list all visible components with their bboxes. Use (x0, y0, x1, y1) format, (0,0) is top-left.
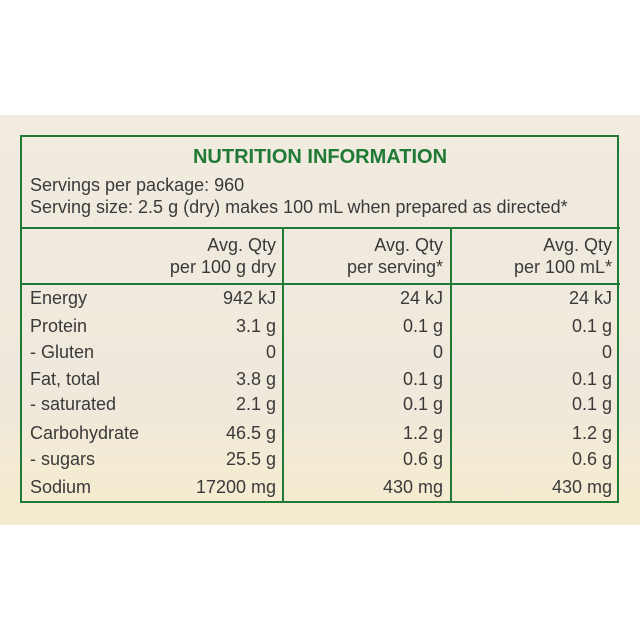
divider (20, 227, 620, 229)
cell-value: 0.6 g (402, 449, 443, 469)
background (0, 115, 640, 525)
column-divider (450, 228, 452, 503)
column-header: Avg. Qty (207, 235, 276, 255)
row-label: Protein (30, 316, 88, 336)
row-label: - sugars (30, 449, 96, 469)
column-header: Avg. Qty (543, 235, 612, 255)
cell-value: 1.2 g (402, 423, 443, 443)
cell-value: 0.1 g (571, 394, 612, 414)
title: NUTRITION INFORMATION (192, 146, 448, 168)
column-divider (282, 228, 284, 503)
cell-value: 24 kJ (568, 288, 612, 308)
row-label: Fat, total (30, 369, 101, 389)
row-label: - Gluten (30, 342, 95, 362)
cell-value: 0.1 g (571, 369, 612, 389)
servings-per-package: Servings per package: 960 (30, 175, 245, 195)
cell-value: 17200 mg (195, 477, 276, 497)
cell-value: 0 (432, 342, 443, 362)
cell-value: 25.5 g (225, 449, 276, 469)
divider (20, 283, 620, 285)
cell-value: 942 kJ (222, 288, 276, 308)
cell-value: 430 mg (551, 477, 612, 497)
cell-value: 3.1 g (235, 316, 276, 336)
cell-value: 46.5 g (225, 423, 276, 443)
cell-value: 1.2 g (571, 423, 612, 443)
row-label: Sodium (30, 477, 92, 497)
cell-value: 0 (265, 342, 276, 362)
cell-value: 0.1 g (402, 369, 443, 389)
cell-value: 430 mg (382, 477, 443, 497)
serving-size: Serving size: 2.5 g (dry) makes 100 mL w… (30, 197, 568, 217)
cell-value: 24 kJ (399, 288, 443, 308)
column-header: Avg. Qty (374, 235, 443, 255)
row-label: - saturated (30, 394, 117, 414)
column-header: per serving* (346, 257, 443, 277)
cell-value: 2.1 g (235, 394, 276, 414)
cell-value: 0.1 g (402, 394, 443, 414)
row-label: Carbohydrate (30, 423, 140, 443)
panel-border (20, 135, 619, 503)
cell-value: 0.1 g (571, 316, 612, 336)
column-header: per 100 mL* (513, 257, 612, 277)
cell-value: 3.8 g (235, 369, 276, 389)
cell-value: 0.6 g (571, 449, 612, 469)
row-label: Energy (30, 288, 88, 308)
cell-value: 0 (601, 342, 612, 362)
column-header: per 100 g dry (169, 257, 276, 277)
cell-value: 0.1 g (402, 316, 443, 336)
